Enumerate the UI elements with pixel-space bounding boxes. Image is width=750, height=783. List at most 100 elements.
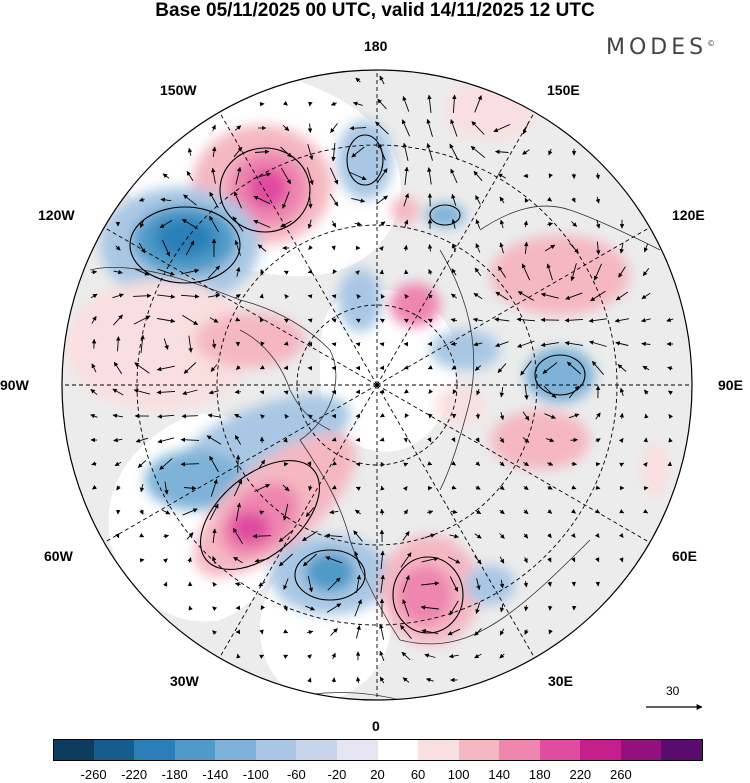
wind-arrow bbox=[571, 508, 576, 514]
colorbar-tick-label: -220 bbox=[121, 767, 148, 782]
wind-arrow bbox=[403, 509, 408, 515]
wind-arrow bbox=[473, 292, 483, 300]
wind-arrow bbox=[331, 220, 337, 228]
wind-arrow bbox=[588, 340, 607, 347]
wind-arrow bbox=[113, 361, 123, 375]
wind-arrow bbox=[157, 318, 176, 324]
anomaly-negative bbox=[465, 565, 515, 605]
anomaly-negative bbox=[430, 330, 500, 370]
lon-label-90w: 90W bbox=[0, 377, 29, 393]
wind-arrow bbox=[139, 484, 145, 493]
wind-arrow bbox=[282, 484, 290, 492]
wind-arrow bbox=[475, 437, 480, 443]
wind-arrow bbox=[283, 654, 289, 659]
wind-arrow bbox=[283, 270, 289, 275]
wind-arrow bbox=[211, 339, 217, 349]
wind-arrow bbox=[307, 219, 313, 229]
wind-arrow bbox=[547, 533, 552, 539]
wind-arrow bbox=[614, 318, 629, 323]
wind-arrow bbox=[379, 676, 385, 684]
wind-arrow bbox=[212, 582, 218, 587]
wind-arrow bbox=[206, 435, 222, 445]
wind-arrow bbox=[308, 245, 313, 250]
contour-lines bbox=[129, 134, 586, 634]
wind-arrow bbox=[402, 599, 410, 617]
wind-arrow bbox=[188, 335, 193, 353]
contour-line bbox=[534, 354, 586, 396]
wind-arrow bbox=[283, 341, 289, 346]
wind-arrow bbox=[421, 628, 439, 635]
copyright-mark: © bbox=[707, 39, 716, 48]
wind-arrow bbox=[138, 242, 146, 254]
colorbar-swatch bbox=[418, 739, 460, 761]
contour-line bbox=[219, 147, 311, 233]
wind-arrow bbox=[134, 362, 150, 374]
wind-arrow bbox=[380, 461, 385, 467]
wind-arrow bbox=[546, 437, 555, 443]
wind-arrow bbox=[451, 485, 457, 490]
wind-arrow bbox=[588, 318, 607, 323]
wind-arrow bbox=[283, 462, 289, 467]
wind-arrow bbox=[499, 604, 505, 613]
wind-arrow bbox=[259, 390, 265, 395]
anomaly-positive bbox=[230, 512, 270, 544]
wind-arrow bbox=[280, 146, 292, 158]
wind-arrow bbox=[354, 221, 362, 227]
wind-arrow bbox=[234, 125, 242, 131]
wind-arrow bbox=[329, 509, 339, 515]
wind-arrow bbox=[378, 246, 384, 252]
wind-arrow bbox=[499, 653, 505, 659]
wind-arrow bbox=[308, 101, 313, 107]
wind-arrow bbox=[522, 121, 530, 135]
wind-arrow bbox=[183, 485, 197, 491]
anomaly-negative bbox=[338, 268, 382, 332]
wind-arrow bbox=[452, 94, 457, 114]
wind-arrow bbox=[278, 529, 294, 543]
wind-arrow bbox=[472, 317, 483, 323]
modes-logo: MODES© bbox=[606, 35, 715, 60]
wind-arrow bbox=[403, 365, 409, 370]
wind-arrow bbox=[524, 384, 529, 400]
colorbar-tick-label: -100 bbox=[242, 767, 269, 782]
wind-arrow bbox=[308, 191, 313, 209]
wind-arrow bbox=[157, 437, 175, 444]
wind-arrow bbox=[499, 219, 505, 229]
wind-arrow bbox=[378, 221, 386, 227]
wind-arrow bbox=[90, 414, 98, 419]
wind-arrow bbox=[474, 267, 482, 277]
wind-arrow bbox=[260, 341, 265, 347]
wind-arrow bbox=[259, 654, 265, 659]
wind-arrow bbox=[449, 600, 459, 616]
wind-arrow bbox=[139, 558, 145, 563]
wind-arrow bbox=[426, 118, 433, 137]
wind-arrow bbox=[403, 219, 409, 229]
wind-arrow bbox=[259, 365, 265, 370]
wind-arrow bbox=[331, 318, 337, 323]
wind-arrow bbox=[593, 263, 603, 281]
wind-arrow bbox=[522, 149, 530, 155]
wind-arrow bbox=[570, 263, 577, 282]
colorbar-tick-label: -260 bbox=[80, 767, 107, 782]
wind-arrow bbox=[260, 268, 265, 275]
wind-arrow bbox=[355, 342, 361, 347]
wind-arrow bbox=[499, 437, 505, 443]
wind-arrow bbox=[452, 389, 457, 395]
wind-arrow bbox=[331, 342, 337, 347]
wind-arrow bbox=[499, 533, 505, 539]
wind-arrow bbox=[307, 576, 314, 593]
wind-arrow bbox=[499, 579, 505, 589]
wind-arrow bbox=[643, 486, 649, 491]
wind-arrow bbox=[447, 556, 461, 564]
wind-arrow bbox=[450, 318, 458, 323]
wind-arrow bbox=[235, 317, 241, 322]
wind-arrow bbox=[302, 530, 318, 542]
wind-arrow bbox=[282, 191, 290, 209]
contour-line bbox=[294, 549, 366, 601]
wind-arrow bbox=[212, 528, 217, 544]
wind-arrow bbox=[133, 315, 151, 325]
wind-arrow bbox=[283, 629, 289, 634]
wind-arrow bbox=[569, 242, 579, 254]
wind-arrow bbox=[187, 557, 192, 563]
wind-arrow bbox=[325, 556, 343, 564]
wind-arrow bbox=[379, 342, 385, 347]
